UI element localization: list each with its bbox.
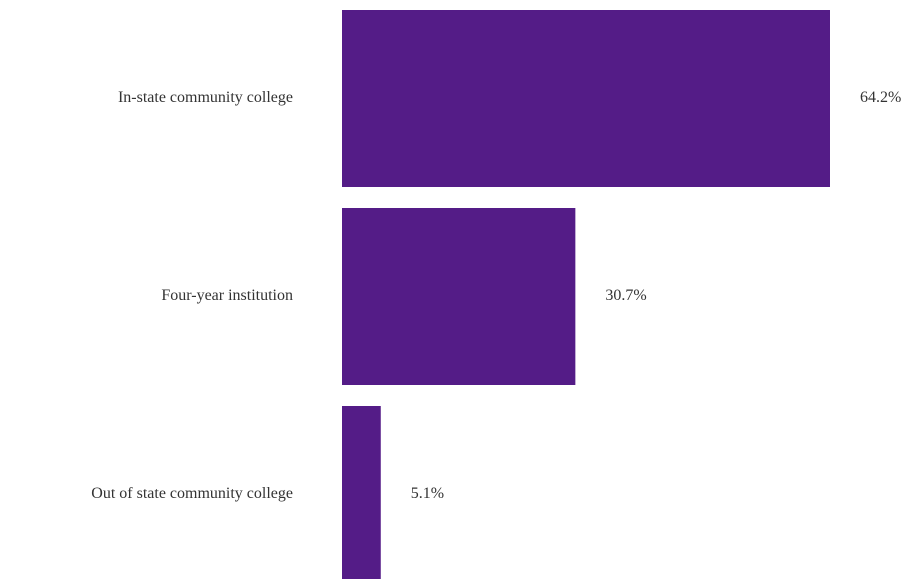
bar-2: [342, 208, 576, 385]
value-label-1: 64.2%: [860, 89, 901, 106]
value-labels-group: 64.2% 30.7% 5.1%: [411, 89, 902, 502]
bars-group: [342, 10, 830, 579]
value-label-2: 30.7%: [605, 287, 646, 304]
category-label-3: Out of state community college: [91, 485, 293, 502]
category-label-1: In-state community college: [118, 89, 293, 106]
bar-1: [342, 10, 830, 187]
value-label-3: 5.1%: [411, 485, 444, 502]
bar-3: [342, 406, 381, 579]
category-labels-group: In-state community college Four-year inst…: [91, 89, 293, 502]
category-label-2: Four-year institution: [161, 287, 293, 304]
